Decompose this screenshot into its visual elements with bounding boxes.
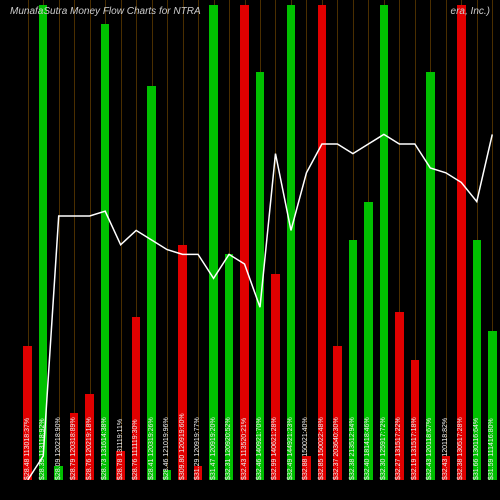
chart-plot-area: $28.48 113018:37% $28.39 113118:92% $28.09… [20,0,500,480]
bar-up [380,5,389,480]
x-axis-label: $31.29 120919:77% [194,417,201,480]
bar-up [39,5,48,480]
x-axis-label: $28.48 113018:37% [24,418,31,480]
x-axis-label: $32.38 213512:94% [349,417,356,480]
x-axis-label: $32.43 120118:67% [426,418,433,480]
x-axis-label: $28.09 120218:90% [55,417,62,480]
x-axis-label: $28.76 111119:30% [132,419,139,480]
x-axis-label: $32.46 140921:70% [256,417,263,480]
x-axis-label: $31.47 120919:20% [210,417,217,480]
x-axis-label: $28.41 120319:26% [148,417,155,480]
x-axis-label: $32.43 113520:21% [241,418,248,480]
bar-down [318,5,327,480]
x-axis-label: $32.40 181418:46% [364,417,371,480]
grid-line [306,0,307,480]
x-axis-label: $28.39 113118:92% [39,418,46,480]
x-axis-label: $32.30 125917:72% [380,417,387,480]
x-axis-label: $32.88 150021:40% [302,417,309,480]
x-axis-label: $32.31 120920:52% [225,417,232,480]
x-axis-label: $28.73 131614:38% [101,417,108,480]
chart-title-right: era, Inc.) [451,6,490,17]
x-axis-label: $31.66 130116:64% [473,418,480,480]
x-axis-label: $32.49 144921:23% [287,417,294,480]
x-axis-label: $32.99 140621:28% [271,417,278,480]
grid-line [198,0,199,480]
x-axis-label: $28.78 131119:11% [117,419,124,480]
x-axis-label: $32.37 203640:30% [333,417,340,480]
bar-up [287,5,296,480]
bar-up [101,24,110,480]
grid-line [121,0,122,480]
x-axis-label: $28.79 120318:89% [70,417,77,480]
x-axis-label: $31.59 111416:80% [488,418,495,480]
grid-line [167,0,168,480]
bar-up [209,5,218,480]
bar-down [457,5,466,480]
bar-down [240,5,249,480]
x-axis-label: $28.76 120219:18% [86,417,93,480]
x-axis-label: $32.27 131517:22% [395,417,402,480]
chart-title-left: MunafaSutra Money Flow Charts for NTRA [10,6,201,17]
x-axis-label: $32.43 120118:82% [442,418,449,480]
grid-line [59,0,60,480]
x-axis-label: $32.85 150022:48% [318,417,325,480]
x-axis-label: $32.38 130517:28% [457,417,464,480]
money-flow-chart: MunafaSutra Money Flow Charts for NTRA e… [0,0,500,500]
x-axis-label: $28.46 121019:96% [163,417,170,480]
grid-line [446,0,447,480]
x-axis-label: $309.80 120919:60% [179,413,186,480]
grid-line [74,0,75,480]
x-axis-label: $32.19 131517:18% [411,417,418,480]
